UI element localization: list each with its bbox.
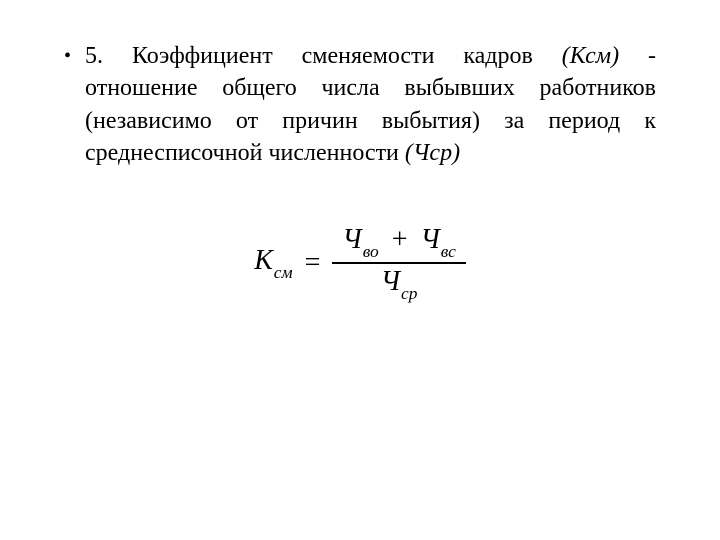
bullet-item: • 5. Коэффициент сменяемости кадров (Ксм… xyxy=(64,40,656,170)
num-term2-base: Ч xyxy=(420,224,439,255)
formula-fraction: Чво + Чвс Чср xyxy=(332,222,465,304)
formula-equals: = xyxy=(303,249,323,277)
formula-lhs-base: К xyxy=(254,245,273,276)
num-term1-sub: во xyxy=(362,242,379,261)
formula-plus: + xyxy=(386,224,414,255)
formula-lhs: Ксм xyxy=(254,247,292,279)
formula-numerator: Чво + Чвс xyxy=(332,222,465,262)
formula-lhs-sub: см xyxy=(273,263,293,282)
formula-denominator: Чср xyxy=(371,264,428,304)
paragraph: 5. Коэффициент сменяемости кадров (Ксм) … xyxy=(85,40,656,170)
slide: • 5. Коэффициент сменяемости кадров (Ксм… xyxy=(0,0,720,540)
den-sub: ср xyxy=(400,284,417,303)
formula: Ксм = Чво + Чвс Чср xyxy=(254,222,466,304)
bullet-marker: • xyxy=(64,40,71,73)
num-term2-sub: вс xyxy=(440,242,456,261)
paragraph-lead: 5. Коэффициент сменяемости кадров xyxy=(85,43,562,69)
paragraph-emph-ksm: (Ксм) xyxy=(562,43,619,69)
num-term1-base: Ч xyxy=(342,224,361,255)
den-base: Ч xyxy=(381,266,400,297)
formula-container: Ксм = Чво + Чвс Чср xyxy=(64,222,656,304)
paragraph-emph-chsr: (Чср) xyxy=(405,140,460,166)
